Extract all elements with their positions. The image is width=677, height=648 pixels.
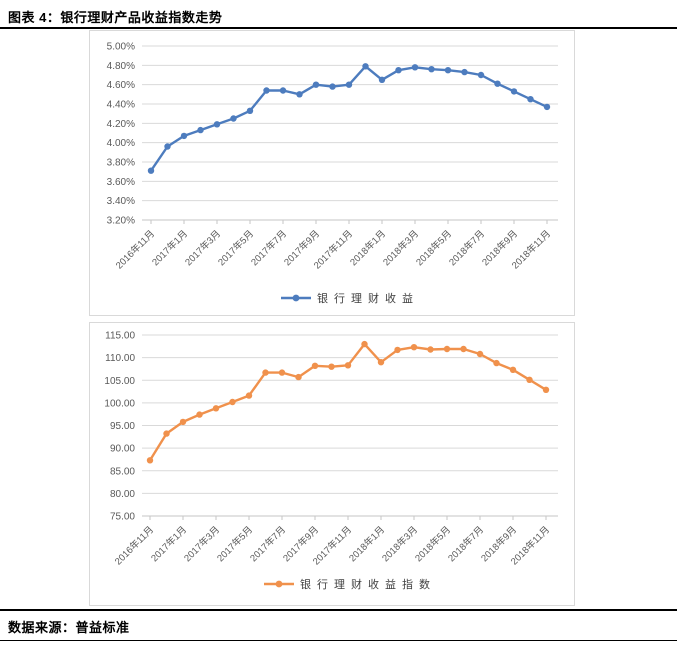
- data-point-marker: [279, 87, 287, 94]
- y-tick-label: 5.00%: [107, 42, 135, 53]
- data-point-marker: [510, 88, 518, 95]
- data-point-marker: [179, 418, 187, 426]
- y-tick-label: 4.20%: [107, 119, 135, 130]
- y-tick-label: 4.40%: [107, 100, 135, 111]
- y-tick-label: 80.00: [110, 489, 135, 500]
- data-point-marker: [278, 369, 286, 376]
- x-tick-label: 2016年11月: [113, 228, 157, 272]
- y-tick-label: 85.00: [110, 466, 135, 477]
- y-tick-label: 3.20%: [107, 216, 135, 227]
- data-point-marker: [246, 107, 254, 115]
- data-point-marker: [527, 96, 534, 103]
- y-tick-label: 110.00: [105, 353, 135, 364]
- data-point-marker: [344, 362, 352, 369]
- data-point-marker: [196, 411, 203, 418]
- y-tick-label: 100.00: [104, 398, 135, 409]
- data-point-marker: [163, 430, 170, 437]
- y-tick-label: 105.00: [104, 376, 135, 387]
- bottom-divider: [0, 640, 677, 641]
- data-point-marker: [526, 376, 533, 383]
- chart-canvas: 5.00% 4.80% 4.60% 4.40% 4.20% 4.00% 3.80% 3.60%…: [107, 42, 558, 305]
- data-point-marker: [311, 362, 319, 369]
- legend-label: 银行理财收益: [317, 291, 419, 305]
- data-point-marker: [213, 121, 221, 128]
- data-point-marker: [461, 68, 468, 76]
- chart-canvas: 115.00 110.00 105.00 100.00 95.00 90.00 85.00 8…: [104, 331, 558, 591]
- data-point-marker: [295, 373, 302, 381]
- data-point-marker: [443, 345, 451, 353]
- data-point-marker: [378, 76, 386, 83]
- data-point-marker: [197, 126, 204, 134]
- y-tick-label: 95.00: [110, 421, 135, 432]
- data-point-marker: [362, 63, 369, 70]
- data-point-marker: [444, 67, 452, 74]
- data-point-marker: [477, 71, 485, 79]
- y-tick-label: 3.80%: [107, 158, 135, 169]
- data-point-marker: [361, 340, 368, 348]
- y-tick-label: 3.40%: [107, 196, 135, 207]
- y-tick-label: 75.00: [110, 512, 135, 523]
- data-point-marker: [493, 359, 500, 367]
- y-tick-label: 90.00: [110, 444, 135, 455]
- data-point-marker: [542, 386, 550, 393]
- data-point-marker: [377, 359, 385, 366]
- data-point-marker: [476, 350, 484, 358]
- data-point-marker: [460, 345, 467, 353]
- legend-marker: [275, 580, 283, 588]
- data-point-marker: [509, 366, 517, 373]
- data-point-marker: [394, 346, 401, 354]
- footer-divider: [0, 609, 677, 611]
- legend: 银行理财收益指数: [264, 577, 436, 591]
- data-point-marker: [296, 91, 303, 98]
- index-line-chart: 115.00 110.00 105.00 100.00 95.00 90.00 85.00 8…: [89, 322, 575, 606]
- data-point-marker: [229, 398, 236, 406]
- data-point-marker: [245, 392, 253, 399]
- x-tick-label: 2016年11月: [112, 524, 156, 568]
- data-point-marker: [428, 66, 435, 73]
- y-tick-label: 4.60%: [107, 80, 135, 91]
- data-point-marker: [411, 64, 419, 71]
- data-point-marker: [328, 363, 335, 370]
- data-point-marker: [410, 344, 418, 351]
- data-point-marker: [329, 83, 336, 90]
- data-point-marker: [494, 80, 501, 87]
- yield-line-chart: 5.00% 4.80% 4.60% 4.40% 4.20% 4.00% 3.80% 3.60%…: [89, 30, 575, 316]
- title-divider: [0, 27, 677, 29]
- data-point-marker: [262, 369, 269, 376]
- data-point-marker: [180, 132, 188, 140]
- data-point-marker: [345, 81, 353, 88]
- legend-label: 银行理财收益指数: [300, 577, 436, 591]
- data-point-marker: [312, 81, 320, 88]
- legend-marker: [292, 294, 300, 302]
- data-point-marker: [146, 457, 154, 464]
- series-line: [148, 342, 548, 462]
- data-point-marker: [212, 405, 220, 412]
- data-point-marker: [427, 346, 434, 353]
- data-point-marker: [263, 87, 270, 94]
- figure-title: 图表 4：银行理财产品收益指数走势: [8, 10, 223, 25]
- data-point-marker: [395, 67, 402, 74]
- y-tick-label: 3.60%: [107, 177, 135, 188]
- data-source: 数据来源：普益标准: [8, 620, 130, 635]
- legend: 银行理财收益: [281, 291, 419, 305]
- y-tick-label: 115.00: [105, 331, 135, 342]
- y-tick-label: 4.00%: [107, 138, 135, 149]
- data-point-marker: [543, 103, 551, 111]
- data-point-marker: [164, 143, 171, 150]
- data-point-marker: [147, 167, 155, 174]
- y-tick-label: 4.80%: [107, 61, 135, 72]
- data-point-marker: [230, 115, 237, 122]
